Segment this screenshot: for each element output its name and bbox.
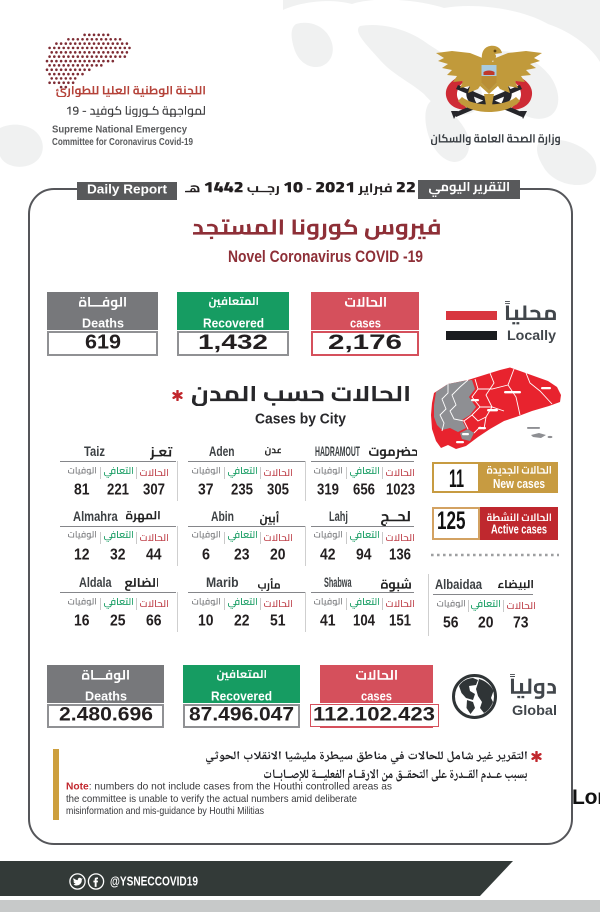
svg-text:the committee is unable to ver: the committee is unable to verify the ac… (66, 793, 357, 805)
svg-text:New cases: New cases (493, 477, 545, 491)
svg-text:2,176: 2,176 (328, 331, 402, 354)
svg-text:Cases by City: Cases by City (255, 411, 346, 427)
svg-text:Shabwa: Shabwa (324, 574, 352, 590)
svg-text:151: 151 (389, 613, 411, 630)
svg-text:619: 619 (85, 332, 121, 354)
svg-text:Abin: Abin (211, 508, 234, 524)
svg-text:cases: cases (350, 315, 381, 330)
svg-text:42: 42 (320, 546, 336, 563)
svg-text:319: 319 (317, 482, 339, 499)
svg-text:Aldala: Aldala (79, 574, 112, 590)
svg-text:Committee for Coronavirus Covi: Committee for Coronavirus Covid-19 (52, 137, 193, 148)
svg-text:44: 44 (146, 546, 162, 563)
svg-text:Albaidaa: Albaidaa (435, 576, 482, 592)
svg-text:305: 305 (267, 482, 289, 499)
svg-text:12: 12 (74, 546, 90, 563)
svg-text:Novel Coronavirus COVID -19: Novel Coronavirus COVID -19 (228, 248, 423, 266)
svg-text:112.102.423: 112.102.423 (313, 704, 435, 725)
svg-text:10: 10 (198, 613, 214, 630)
svg-text:Daily Report: Daily Report (87, 182, 168, 197)
svg-text:Note: numbers do not include c: Note: numbers do not include cases from … (66, 781, 392, 793)
svg-text:136: 136 (389, 546, 411, 563)
svg-text:51: 51 (270, 613, 286, 630)
svg-text:Supreme National Emergency: Supreme National Emergency (52, 123, 187, 135)
svg-text:HADRAMOUT: HADRAMOUT (315, 443, 360, 459)
svg-text:221: 221 (107, 482, 129, 499)
svg-text:Deaths: Deaths (82, 315, 124, 330)
svg-text:104: 104 (353, 613, 375, 630)
svg-text:2.480.696: 2.480.696 (59, 705, 153, 726)
svg-text:23: 23 (234, 546, 250, 563)
svg-text:32: 32 (110, 546, 126, 563)
svg-text:16: 16 (74, 613, 90, 630)
svg-text:41: 41 (320, 613, 336, 630)
svg-text:Locally: Locally (507, 327, 556, 343)
svg-text:Global: Global (512, 702, 557, 718)
svg-text:73: 73 (513, 615, 529, 632)
svg-text:37: 37 (198, 482, 214, 499)
svg-text:Recovered: Recovered (211, 688, 272, 703)
svg-text:25: 25 (110, 613, 126, 630)
svg-text:Taiz: Taiz (84, 443, 105, 459)
svg-text:656: 656 (353, 482, 375, 499)
svg-text:125: 125 (437, 507, 466, 535)
svg-text:misinformation and mis-guidanc: misinformation and mis-guidance by Houth… (66, 805, 264, 817)
svg-text:11: 11 (449, 465, 464, 493)
svg-text:6: 6 (202, 546, 210, 563)
svg-text:20: 20 (270, 546, 286, 563)
svg-text:20: 20 (478, 615, 494, 632)
svg-text:22: 22 (234, 613, 250, 630)
svg-text:56: 56 (443, 615, 459, 632)
svg-text:81: 81 (74, 482, 90, 499)
svg-text:Aden: Aden (209, 443, 235, 459)
svg-text:1023: 1023 (386, 482, 415, 499)
svg-text:94: 94 (356, 546, 372, 563)
svg-text:307: 307 (143, 482, 165, 499)
svg-text:66: 66 (146, 613, 162, 630)
svg-text:Active cases: Active cases (491, 521, 547, 536)
svg-text:Almahra: Almahra (73, 508, 118, 524)
svg-text:cases: cases (361, 688, 392, 703)
svg-text:Marib: Marib (206, 574, 239, 590)
svg-text:@YSNECCOVID19: @YSNECCOVID19 (110, 873, 198, 888)
svg-text:Lahj: Lahj (329, 508, 348, 524)
svg-text:Recovered: Recovered (203, 315, 264, 330)
svg-text:87.496.047: 87.496.047 (189, 705, 294, 726)
svg-text:1,432: 1,432 (198, 331, 268, 354)
svg-text:235: 235 (231, 482, 253, 499)
svg-text:Deaths: Deaths (85, 688, 127, 703)
